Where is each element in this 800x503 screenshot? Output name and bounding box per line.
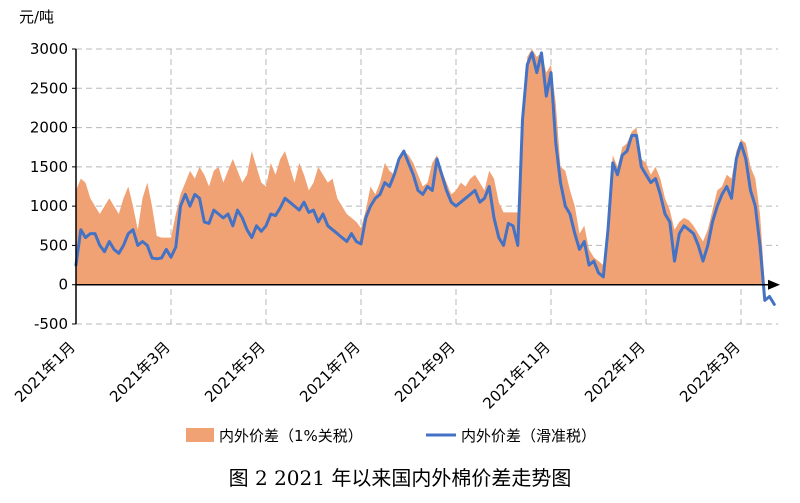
axes — [72, 48, 780, 325]
legend-swatch-area — [186, 428, 214, 442]
y-tick-label: 500 — [39, 236, 68, 254]
y-tick-label: -500 — [34, 315, 68, 333]
x-tick-label: 2021年1月 — [11, 338, 79, 406]
x-tick-label: 2021年3月 — [106, 338, 174, 406]
series-line-sliding-tariff — [74, 51, 776, 306]
figure-caption: 图 2 2021 年以来国内外棉价差走势图 — [228, 466, 572, 490]
x-tick-label: 2021年7月 — [296, 338, 364, 406]
x-tick-label: 2022年3月 — [676, 338, 744, 406]
x-tick-label: 2021年5月 — [201, 338, 269, 406]
x-tick-label: 2021年11月 — [479, 338, 553, 412]
legend-label-line: 内外价差（滑准税） — [461, 427, 596, 445]
x-tick-label: 2021年9月 — [391, 338, 459, 406]
line-series-layer — [74, 51, 776, 306]
y-tick-labels: -500 0 500 1000 1500 2000 2500 3000 — [30, 40, 68, 333]
area-series-layer — [76, 49, 765, 285]
y-tick-label: 2000 — [30, 119, 68, 137]
y-tick-label: 3000 — [30, 40, 68, 58]
y-tick-label: 1000 — [30, 197, 68, 215]
series-area-1pct-tariff — [76, 49, 765, 285]
y-tick-label: 1500 — [30, 158, 68, 176]
y-axis-unit-label: 元/吨 — [19, 8, 54, 26]
chart: 元/吨 -500 0 500 1000 1500 2000 2500 3000 2021年1月… — [11, 8, 780, 445]
legend-label-area: 内外价差（1%关税） — [219, 427, 363, 445]
y-tick-label: 0 — [58, 276, 68, 294]
legend: 内外价差（1%关税） 内外价差（滑准税） — [186, 427, 596, 445]
y-tick-label: 2500 — [30, 79, 68, 97]
x-tick-labels: 2021年1月 2021年3月 2021年5月 2021年7月 2021年9月 2021年… — [11, 338, 744, 412]
x-tick-label: 2022年1月 — [581, 338, 649, 406]
x-axis-arrow — [768, 279, 780, 290]
